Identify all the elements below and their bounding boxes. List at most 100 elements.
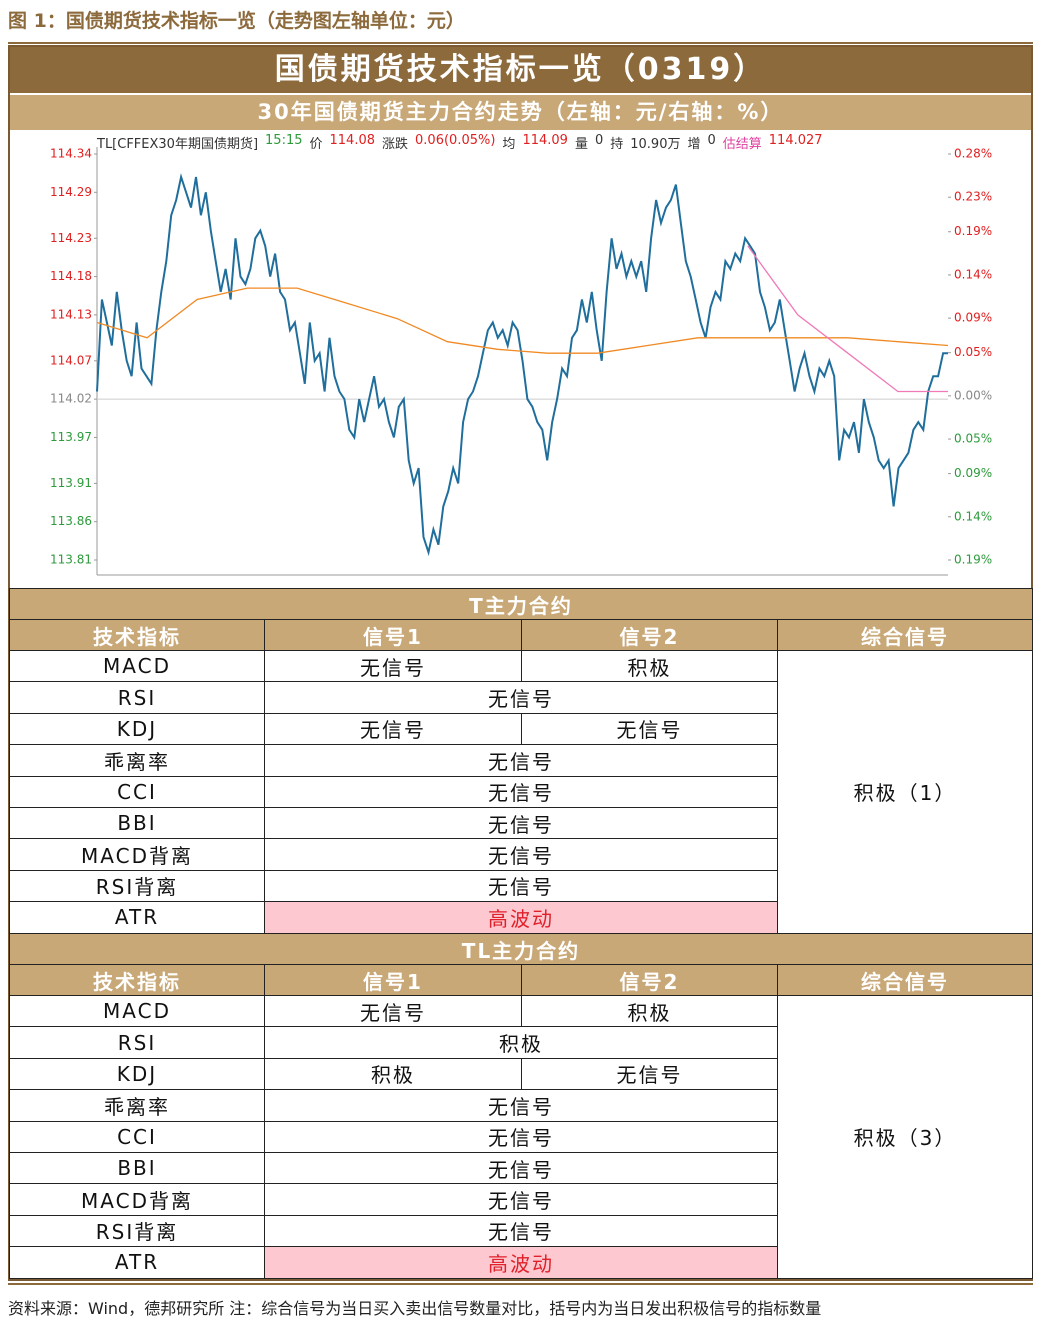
signal-cell: 积极 xyxy=(521,995,778,1028)
summary-cell: 积极（3） xyxy=(777,995,1033,1279)
quote-item: 0 xyxy=(707,133,716,148)
y-tick-label: 113.86 xyxy=(50,514,92,528)
signal-cell: 无信号 xyxy=(264,650,522,683)
column-header: 信号2 xyxy=(521,619,778,651)
indicator-cell: KDJ xyxy=(9,712,265,746)
indicator-cell: MACD xyxy=(9,995,265,1028)
signal-cell: 高波动 xyxy=(264,901,778,934)
signal-cell: 无信号 xyxy=(264,712,522,746)
indicator-cell: RSI背离 xyxy=(9,869,265,903)
y2-tick-label: 0.28% xyxy=(954,147,992,161)
series-line xyxy=(747,245,948,393)
title: 国债期货技术指标一览（0319） xyxy=(10,47,1031,93)
quote-item: 持 xyxy=(610,137,624,152)
signal-cell: 无信号 xyxy=(264,1183,778,1216)
summary-cell: 积极（1） xyxy=(777,650,1033,934)
quote-item: 114.08 xyxy=(329,133,376,148)
column-header: 技术指标 xyxy=(9,964,265,996)
signal-cell: 积极 xyxy=(264,1057,522,1091)
y-tick-label: 114.07 xyxy=(50,353,92,367)
quote-item: 0.06(0.05%) xyxy=(415,133,496,148)
y2-tick-label: 0.09% xyxy=(954,466,992,480)
chart: 114.34 114.29 114.23 114.18 114.13 114.07 114.… xyxy=(50,147,992,576)
signal-cell: 无信号 xyxy=(264,807,778,840)
rule xyxy=(8,1283,1033,1285)
y2-tick-label: 0.05% xyxy=(954,345,992,359)
y-tick-label: 114.23 xyxy=(50,231,92,245)
figure-caption: 图 1：国债期货技术指标一览（走势图左轴单位：元） xyxy=(8,10,465,32)
signal-cell: 无信号 xyxy=(264,1152,778,1185)
quote-item: 估结算 xyxy=(722,137,762,152)
y2-tick-label: 0.00% xyxy=(954,388,992,402)
quote-item: 价 xyxy=(309,137,323,152)
indicator-cell: MACD背离 xyxy=(9,1183,265,1216)
indicator-cell: CCI xyxy=(9,775,265,808)
signal-cell: 无信号 xyxy=(264,681,778,714)
signal-cell: 高波动 xyxy=(264,1246,778,1279)
indicator-cell: RSI xyxy=(9,681,265,714)
column-header: 技术指标 xyxy=(9,619,265,651)
indicator-cell: MACD xyxy=(9,650,265,683)
signal-cell: 积极 xyxy=(264,1026,778,1059)
indicator-cell: MACD背离 xyxy=(9,838,265,871)
y2-tick-label: 0.19% xyxy=(954,553,992,567)
column-header: 信号2 xyxy=(521,964,778,996)
signal-cell: 无信号 xyxy=(264,1214,778,1248)
quote-item: 0 xyxy=(594,133,604,148)
y-tick-label: 113.97 xyxy=(50,430,92,444)
quote-item: 均 xyxy=(502,137,516,152)
y-tick-label: 114.29 xyxy=(50,185,92,199)
signal-cell: 无信号 xyxy=(264,995,522,1028)
column-header: 综合信号 xyxy=(777,964,1033,996)
y-tick-label: 114.34 xyxy=(50,147,92,161)
signal-cell: 无信号 xyxy=(264,1120,778,1153)
rule xyxy=(8,42,1033,44)
signal-cell: 无信号 xyxy=(521,712,778,746)
signal-cell: 无信号 xyxy=(264,869,778,903)
y2-tick-label: 0.09% xyxy=(954,311,992,325)
y-tick-label: 114.18 xyxy=(50,269,92,283)
quote-item: 114.09 xyxy=(522,133,568,148)
signal-cell: 积极 xyxy=(521,650,778,683)
quote-info: TL[CFFEX30年期国债期货] 15:15 价 114.08 涨跌 0.06(0.05… xyxy=(97,133,823,152)
quote-item: 114.027 xyxy=(768,133,823,148)
indicator-cell: BBI xyxy=(9,1152,265,1185)
quote-item: 10.90万 xyxy=(630,137,681,152)
quote-item: 15:15 xyxy=(265,133,303,148)
y-tick-label: 114.02 xyxy=(50,392,92,406)
series-line xyxy=(96,287,949,354)
y-tick-label: 113.91 xyxy=(50,476,92,490)
y2-tick-label: 0.05% xyxy=(954,432,992,446)
chart-title: 30年国债期货主力合约走势（左轴：元/右轴：%） xyxy=(10,95,1031,130)
indicator-cell: ATR xyxy=(9,901,265,934)
signal-cell: 无信号 xyxy=(264,838,778,871)
indicator-cell: RSI背离 xyxy=(9,1214,265,1248)
signal-cell: 无信号 xyxy=(264,775,778,808)
footer: 资料来源：Wind，德邦研究所 注：综合信号为当日买入卖出信号数量对比，括号内为… xyxy=(8,1299,822,1318)
y2-tick-label: 0.14% xyxy=(954,509,992,523)
quote-item: TL[CFFEX30年期国债期货] xyxy=(97,137,259,152)
y-tick-label: 114.13 xyxy=(50,307,92,321)
y2-tick-label: 0.14% xyxy=(954,267,992,281)
series-line xyxy=(96,173,948,557)
indicator-cell: 乖离率 xyxy=(9,1089,265,1122)
y2-tick-label: 0.23% xyxy=(954,190,992,204)
signal-cell: 无信号 xyxy=(264,744,778,777)
indicator-cell: KDJ xyxy=(9,1057,265,1091)
section-header: TL主力合约 xyxy=(9,933,1033,965)
indicator-cell: CCI xyxy=(9,1120,265,1153)
quote-item: 增 xyxy=(687,137,701,152)
section-header: T主力合约 xyxy=(9,588,1033,620)
y2-tick-label: 0.19% xyxy=(954,224,992,238)
indicator-cell: RSI xyxy=(9,1026,265,1059)
indicator-cell: 乖离率 xyxy=(9,744,265,777)
column-header: 综合信号 xyxy=(777,619,1033,651)
indicator-cell: BBI xyxy=(9,807,265,840)
column-header: 信号1 xyxy=(264,619,522,651)
quote-item: 涨跌 xyxy=(382,137,409,152)
indicator-cell: ATR xyxy=(9,1246,265,1279)
signal-cell: 无信号 xyxy=(521,1057,778,1091)
quote-item: 量 xyxy=(574,137,588,152)
y-tick-label: 113.81 xyxy=(50,553,92,567)
